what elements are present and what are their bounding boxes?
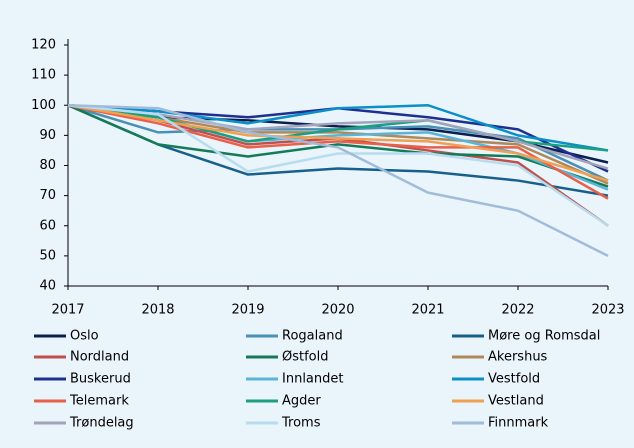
legend-label: Agder (282, 394, 321, 409)
y-tick-label: 50 (39, 248, 56, 263)
x-tick-label: 2020 (321, 303, 354, 318)
x-tick-label: 2023 (591, 303, 624, 318)
series-line (67, 104, 609, 227)
legend-label: Innlandet (282, 372, 343, 387)
series-line (67, 104, 609, 200)
y-tick-label: 40 (39, 279, 56, 294)
legend-label: Østfold (282, 350, 329, 365)
legend-label: Nordland (70, 350, 129, 365)
series-line (67, 104, 609, 257)
legend-label: Vestfold (488, 372, 540, 387)
legend-label: Troms (281, 416, 321, 431)
x-tick-label: 2017 (51, 303, 84, 318)
legend-label: Buskerud (70, 372, 131, 387)
legend-label: Trøndelag (69, 416, 134, 431)
y-tick-label: 80 (39, 158, 56, 173)
y-tick-label: 120 (31, 38, 56, 53)
x-tick-label: 2018 (141, 303, 174, 318)
y-tick-label: 70 (39, 188, 56, 203)
legend-label: Rogaland (282, 329, 343, 344)
y-tick-label: 110 (31, 68, 56, 83)
legend-label: Akershus (488, 350, 548, 365)
y-tick-label: 60 (39, 218, 56, 233)
legend-label: Telemark (69, 394, 129, 409)
series-line (67, 104, 609, 182)
x-tick-label: 2021 (411, 303, 444, 318)
x-tick-label: 2022 (501, 303, 534, 318)
legend-label: Vestland (488, 394, 544, 409)
legend-label: Finnmark (488, 416, 549, 431)
series-line (67, 104, 609, 188)
x-tick-label: 2019 (231, 303, 264, 318)
y-tick-label: 90 (39, 128, 56, 143)
y-tick-label: 100 (31, 98, 56, 113)
legend-label: Møre og Romsdal (488, 329, 600, 344)
legend-label: Oslo (70, 329, 99, 344)
series-line (67, 104, 609, 152)
